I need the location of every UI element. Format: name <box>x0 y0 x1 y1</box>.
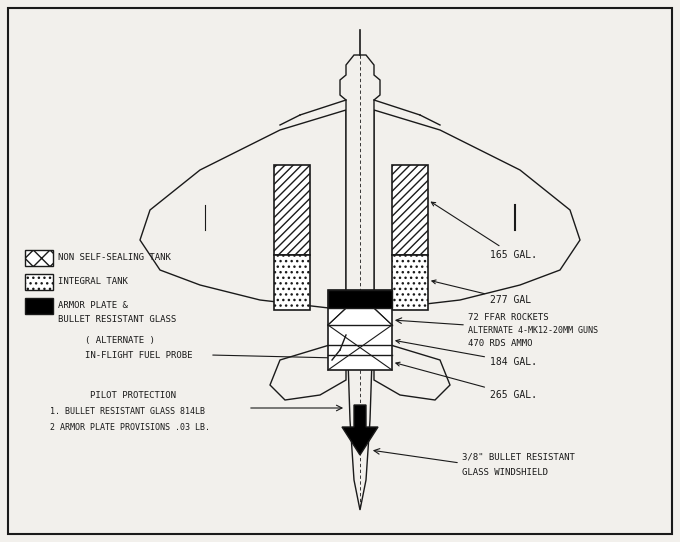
Bar <box>274 255 310 310</box>
Text: INTEGRAL TANK: INTEGRAL TANK <box>58 278 128 287</box>
Text: 470 RDS AMMO: 470 RDS AMMO <box>468 339 532 348</box>
Polygon shape <box>270 340 346 400</box>
Polygon shape <box>342 405 378 455</box>
Text: GLASS WINDSHIELD: GLASS WINDSHIELD <box>462 468 548 477</box>
Polygon shape <box>374 110 580 310</box>
Text: BULLET RESISTANT GLASS: BULLET RESISTANT GLASS <box>58 314 176 324</box>
Text: IN-FLIGHT FUEL PROBE: IN-FLIGHT FUEL PROBE <box>85 351 192 359</box>
Text: 265 GAL.: 265 GAL. <box>396 362 537 400</box>
Text: 165 GAL.: 165 GAL. <box>431 202 537 260</box>
Polygon shape <box>374 340 450 400</box>
Bar <box>25 298 53 314</box>
Text: PILOT PROTECTION: PILOT PROTECTION <box>90 390 176 399</box>
Text: ( ALTERNATE ): ( ALTERNATE ) <box>85 335 155 345</box>
Text: 2 ARMOR PLATE PROVISIONS .03 LB.: 2 ARMOR PLATE PROVISIONS .03 LB. <box>50 423 210 433</box>
Text: NON SELF-SEALING TANK: NON SELF-SEALING TANK <box>58 254 171 262</box>
Polygon shape <box>340 55 380 510</box>
Bar <box>392 255 428 310</box>
Text: 72 FFAR ROCKETS: 72 FFAR ROCKETS <box>468 313 549 322</box>
Text: ALTERNATE 4-MK12-20MM GUNS: ALTERNATE 4-MK12-20MM GUNS <box>468 326 598 335</box>
Bar <box>25 274 53 290</box>
Bar <box>328 290 392 308</box>
Text: 184 GAL.: 184 GAL. <box>396 339 537 367</box>
Bar <box>25 250 53 266</box>
Text: 277 GAL: 277 GAL <box>432 280 531 305</box>
Bar <box>328 290 392 370</box>
Text: 1. BULLET RESISTANT GLASS 814LB: 1. BULLET RESISTANT GLASS 814LB <box>50 408 205 416</box>
Bar <box>274 165 310 255</box>
Polygon shape <box>140 110 346 310</box>
Text: 3/8" BULLET RESISTANT: 3/8" BULLET RESISTANT <box>462 453 575 462</box>
Text: ARMOR PLATE &: ARMOR PLATE & <box>58 301 128 311</box>
Bar <box>392 165 428 255</box>
